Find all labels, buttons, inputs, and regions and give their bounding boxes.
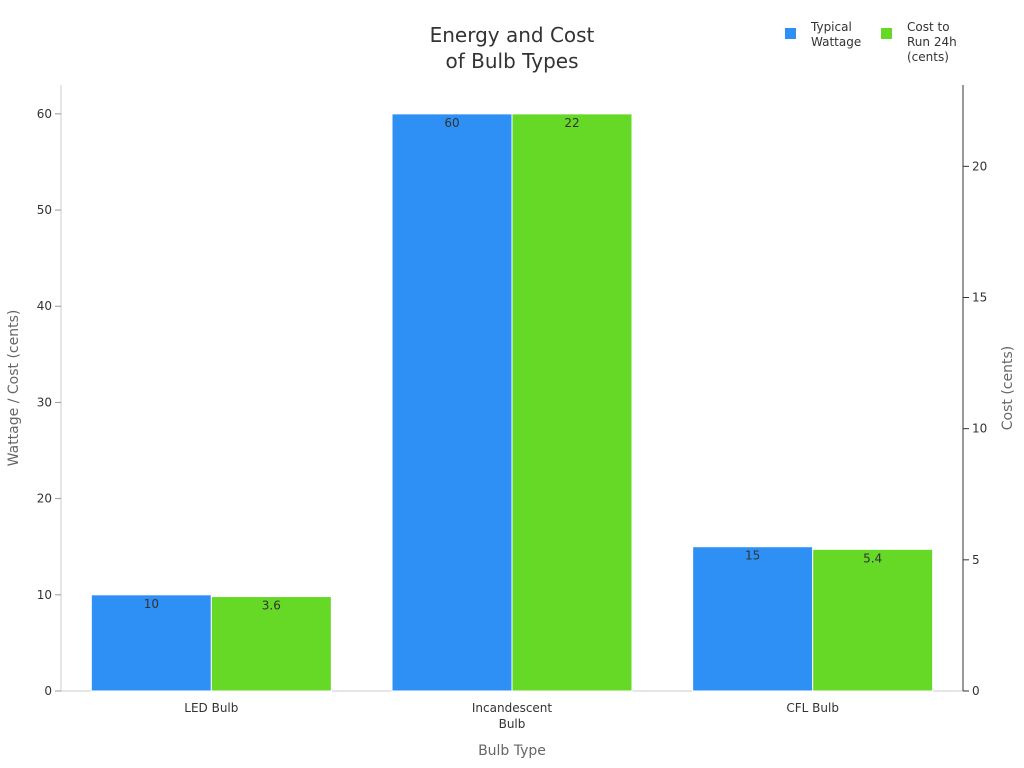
bar-value-label: 60 [444, 116, 459, 130]
y-tick-label: 10 [37, 588, 52, 602]
y2-tick-label: 10 [972, 422, 987, 436]
y2-tick-label: 5 [972, 553, 980, 567]
x-axis-title: Bulb Type [478, 743, 546, 759]
bar-value-label: 10 [144, 597, 159, 611]
y2-tick-label: 0 [972, 684, 980, 698]
y-tick-label: 30 [37, 395, 52, 409]
y-tick-label: 60 [37, 107, 52, 121]
bar [391, 113, 513, 692]
legend-swatch [881, 28, 892, 39]
x-tick-label: LED Bulb [184, 701, 238, 715]
y-tick-label: 40 [37, 299, 52, 313]
bar [210, 596, 332, 692]
y-tick-label: 20 [37, 492, 52, 506]
legend-label: (cents) [907, 50, 949, 64]
y-axis-title: Wattage / Cost (cents) [6, 310, 22, 467]
x-tick-label: Incandescent [472, 701, 553, 715]
bar [90, 594, 212, 692]
bars [90, 113, 934, 692]
bar-value-label: 15 [745, 549, 760, 563]
y-tick-label: 50 [37, 203, 52, 217]
y-tick-label: 0 [44, 684, 52, 698]
bar-value-label: 5.4 [863, 551, 882, 565]
bar [511, 113, 633, 692]
legend-label: Cost to [907, 20, 950, 34]
legend-label: Typical [810, 20, 852, 34]
y2-tick-label: 15 [972, 290, 987, 304]
legend-label: Run 24h [907, 35, 957, 49]
chart-title-line: Energy and Cost [430, 23, 595, 47]
x-tick-label: CFL Bulb [786, 701, 839, 715]
chart-title-line: of Bulb Types [446, 49, 579, 73]
y2-axis-title: Cost (cents) [1000, 346, 1016, 430]
legend-swatch [785, 28, 796, 39]
data-labels: 10 3.6 60 22 15 5.4 [144, 116, 883, 613]
bar-value-label: 22 [564, 116, 579, 130]
bar [812, 548, 934, 692]
bar-value-label: 3.6 [262, 599, 281, 613]
x-tick-label: Bulb [499, 717, 526, 731]
y2-tick-label: 20 [972, 159, 987, 173]
axes: 0 10 20 30 40 50 60 0 5 10 15 20 Bulb Type Wattage / … [6, 85, 1016, 759]
legend-label: Wattage [811, 35, 861, 49]
bar [692, 546, 814, 692]
